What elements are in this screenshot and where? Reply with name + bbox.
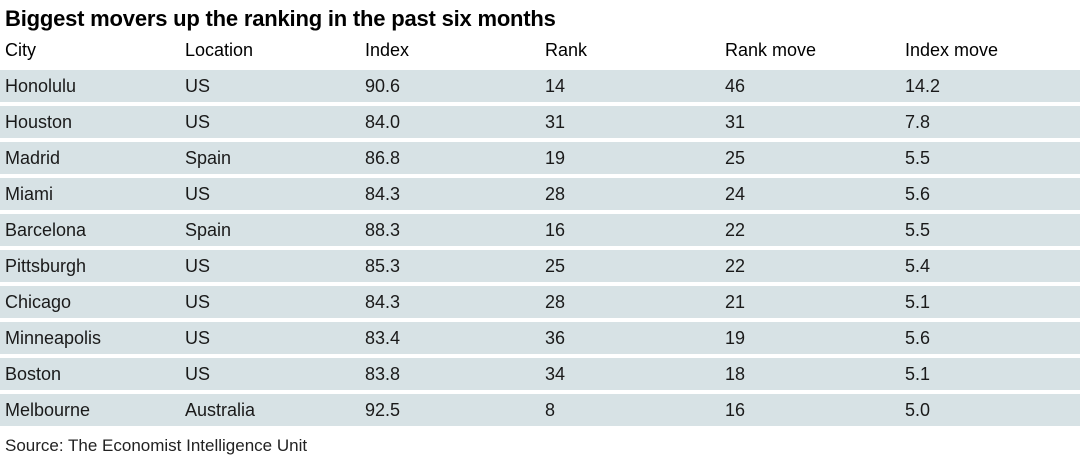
column-header-rank: Rank: [540, 36, 720, 71]
city-cell: Houston: [0, 104, 180, 143]
city-cell: Melbourne: [0, 392, 180, 431]
column-header-city: City: [0, 36, 180, 71]
rank-cell: 36: [540, 320, 720, 359]
table-row: Honolulu US 90.6 14 46 14.2: [0, 70, 1080, 107]
rank-move-cell: 24: [720, 176, 900, 215]
index-cell: 83.8: [360, 356, 540, 395]
index-cell: 84.3: [360, 176, 540, 215]
index-cell: 84.3: [360, 284, 540, 323]
table-row: Boston US 83.8 34 18 5.1: [0, 356, 1080, 395]
location-cell: US: [180, 70, 360, 107]
location-cell: US: [180, 104, 360, 143]
location-cell: Spain: [180, 140, 360, 179]
index-cell: 86.8: [360, 140, 540, 179]
rank-move-cell: 16: [720, 392, 900, 431]
index-move-cell: 5.0: [900, 392, 1080, 431]
table-header-row: City Location Index Rank Rank move Index move: [0, 36, 1080, 71]
rank-move-cell: 22: [720, 248, 900, 287]
city-cell: Honolulu: [0, 70, 180, 107]
location-cell: US: [180, 176, 360, 215]
location-cell: US: [180, 320, 360, 359]
city-cell: Miami: [0, 176, 180, 215]
rank-cell: 28: [540, 284, 720, 323]
table-row: Melbourne Australia 92.5 8 16 5.0: [0, 392, 1080, 431]
location-cell: US: [180, 284, 360, 323]
city-cell: Barcelona: [0, 212, 180, 251]
city-cell: Minneapolis: [0, 320, 180, 359]
index-move-cell: 5.5: [900, 212, 1080, 251]
city-cell: Pittsburgh: [0, 248, 180, 287]
table-row: Chicago US 84.3 28 21 5.1: [0, 284, 1080, 323]
table-row: Madrid Spain 86.8 19 25 5.5: [0, 140, 1080, 179]
location-cell: US: [180, 248, 360, 287]
index-move-cell: 5.1: [900, 284, 1080, 323]
column-header-index: Index: [360, 36, 540, 71]
index-cell: 90.6: [360, 70, 540, 107]
table-row: Minneapolis US 83.4 36 19 5.6: [0, 320, 1080, 359]
table-head: City Location Index Rank Rank move Index move: [0, 36, 1080, 71]
table-row: Pittsburgh US 85.3 25 22 5.4: [0, 248, 1080, 287]
city-cell: Chicago: [0, 284, 180, 323]
index-cell: 88.3: [360, 212, 540, 251]
index-move-cell: 5.5: [900, 140, 1080, 179]
rank-move-cell: 21: [720, 284, 900, 323]
index-move-cell: 5.4: [900, 248, 1080, 287]
index-move-cell: 14.2: [900, 70, 1080, 107]
rank-move-cell: 19: [720, 320, 900, 359]
rank-cell: 34: [540, 356, 720, 395]
column-header-index-move: Index move: [900, 36, 1080, 71]
index-cell: 84.0: [360, 104, 540, 143]
source-note: Source: The Economist Intelligence Unit: [5, 436, 308, 456]
index-cell: 83.4: [360, 320, 540, 359]
column-header-location: Location: [180, 36, 360, 71]
rank-cell: 19: [540, 140, 720, 179]
rank-move-cell: 31: [720, 104, 900, 143]
table-body: Honolulu US 90.6 14 46 14.2 Houston US 84.0 31 31 7…: [0, 70, 1080, 431]
city-cell: Boston: [0, 356, 180, 395]
rank-move-cell: 25: [720, 140, 900, 179]
rank-cell: 8: [540, 392, 720, 431]
rank-move-cell: 22: [720, 212, 900, 251]
index-move-cell: 5.1: [900, 356, 1080, 395]
rank-cell: 14: [540, 70, 720, 107]
location-cell: Spain: [180, 212, 360, 251]
rank-cell: 31: [540, 104, 720, 143]
rank-move-cell: 18: [720, 356, 900, 395]
index-cell: 92.5: [360, 392, 540, 431]
figure-title: Biggest movers up the ranking in the pas…: [5, 6, 556, 31]
table-row: Barcelona Spain 88.3 16 22 5.5: [0, 212, 1080, 251]
index-move-cell: 5.6: [900, 176, 1080, 215]
location-cell: Australia: [180, 392, 360, 431]
table-row: Houston US 84.0 31 31 7.8: [0, 104, 1080, 143]
table-row: Miami US 84.3 28 24 5.6: [0, 176, 1080, 215]
index-move-cell: 7.8: [900, 104, 1080, 143]
rank-cell: 28: [540, 176, 720, 215]
location-cell: US: [180, 356, 360, 395]
rank-cell: 25: [540, 248, 720, 287]
index-cell: 85.3: [360, 248, 540, 287]
rank-move-cell: 46: [720, 70, 900, 107]
column-header-rank-move: Rank move: [720, 36, 900, 71]
index-move-cell: 5.6: [900, 320, 1080, 359]
city-cell: Madrid: [0, 140, 180, 179]
movers-table: City Location Index Rank Rank move Index move…: [0, 36, 1080, 431]
rank-cell: 16: [540, 212, 720, 251]
